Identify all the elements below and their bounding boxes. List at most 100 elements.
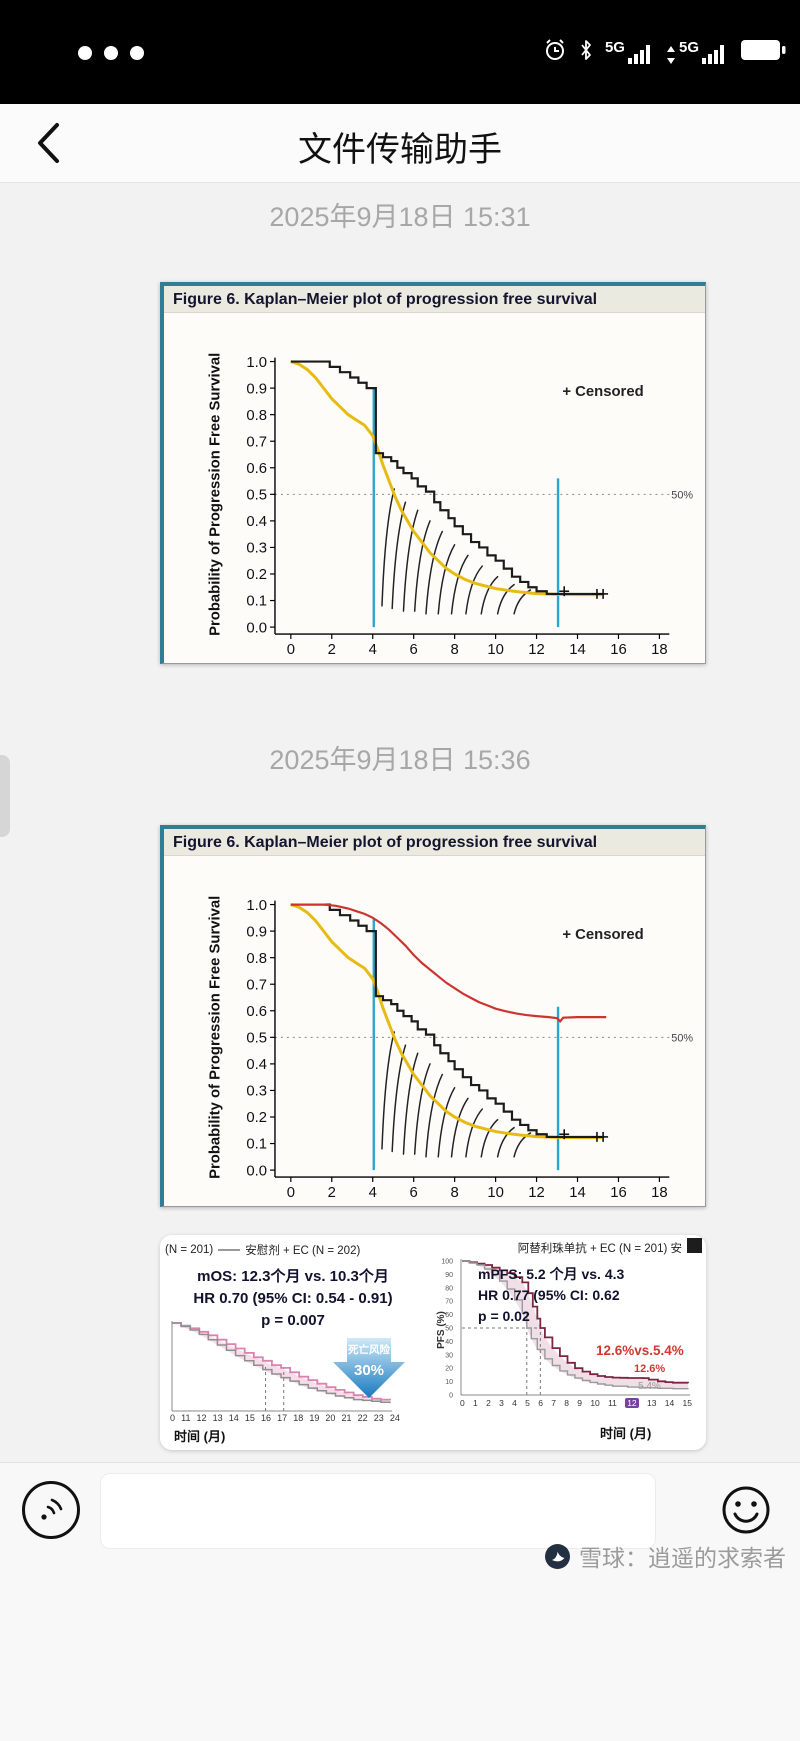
svg-text:0.3: 0.3 <box>246 541 267 557</box>
svg-text:50%: 50% <box>671 489 693 501</box>
svg-text:10: 10 <box>487 642 504 658</box>
svg-text:0.0: 0.0 <box>246 1163 267 1179</box>
timestamp: 2025年9月18日 15:36 <box>269 744 531 775</box>
svg-text:40: 40 <box>445 1338 453 1345</box>
pfs-x-ticks: 0 1 2 3 4 5 6 7 8 9 10 11 12 13 14 15 <box>460 1397 692 1408</box>
svg-text:2: 2 <box>328 1185 336 1201</box>
os-legend-arm: 安慰剂 + EC (N = 202) <box>245 1244 361 1257</box>
svg-text:0: 0 <box>287 1185 295 1201</box>
svg-text:8: 8 <box>451 642 459 658</box>
watermark: 雪球：逍遥的求索者 <box>544 1539 786 1573</box>
status-bar: 5G 5G <box>0 0 800 104</box>
svg-text:0.1: 0.1 <box>246 1137 267 1153</box>
edge-float-handle[interactable] <box>0 755 10 837</box>
os-median: mOS: 12.3个月 vs. 10.3个月 <box>197 1267 389 1285</box>
watermark-text: 雪球：逍遥的求索者 <box>579 1545 786 1571</box>
svg-text:0: 0 <box>449 1392 453 1399</box>
svg-text:Probability of Progression Fre: Probability of Progression Free Survival <box>207 895 223 1178</box>
os-x-ticks: 0 11 12 13 14 15 16 17 18 19 20 21 22 23 24 <box>170 1412 400 1423</box>
svg-text:0.6: 0.6 <box>246 1004 267 1020</box>
svg-text:0.7: 0.7 <box>246 434 267 450</box>
svg-text:0.2: 0.2 <box>246 567 267 583</box>
figure-title: Figure 6. Kaplan–Meier plot of progressi… <box>164 286 705 313</box>
pfs-legend-header: 阿替利珠单抗 + EC (N = 201) 安 <box>517 1242 682 1255</box>
svg-text:30: 30 <box>445 1352 453 1359</box>
svg-text:0.4: 0.4 <box>246 1057 267 1073</box>
svg-text:1.0: 1.0 <box>246 898 267 914</box>
svg-text:+ Censored: + Censored <box>562 927 643 943</box>
svg-text:0.7: 0.7 <box>246 977 267 993</box>
network-type-label: 5G <box>604 39 625 56</box>
svg-text:+ Censored: + Censored <box>562 384 643 400</box>
pfs-median: mPFS: 5.2 个月 vs. 4.3 <box>478 1265 625 1282</box>
xueqiu-logo-icon <box>545 1543 570 1569</box>
chart-image-os-pfs[interactable]: PFS (%) 100 90 80 70 60 50 40 30 20 10 0 (N = 201)… <box>160 1234 706 1450</box>
signal-5g-icon: 5G <box>605 40 654 64</box>
svg-text:6: 6 <box>410 1185 418 1201</box>
svg-text:8: 8 <box>451 1185 459 1201</box>
svg-text:10: 10 <box>445 1379 453 1386</box>
svg-text:14: 14 <box>569 642 586 658</box>
svg-text:1.0: 1.0 <box>246 355 267 371</box>
os-hazard-ratio: HR 0.70 (95% CI: 0.54 - 0.91) <box>193 1289 393 1307</box>
svg-text:12: 12 <box>528 642 545 658</box>
svg-text:10: 10 <box>487 1185 504 1201</box>
voice-input-button[interactable] <box>22 1481 80 1539</box>
svg-text:0.8: 0.8 <box>246 951 267 967</box>
pfs-p-value: p = 0.02 <box>478 1307 530 1324</box>
voice-wave-icon <box>41 1498 63 1520</box>
pfs-stats: mPFS: 5.2 个月 vs. 4.3 HR 0.77 (95% CI: 0.… <box>478 1264 624 1327</box>
svg-text:70: 70 <box>445 1298 453 1305</box>
back-button[interactable] <box>26 121 70 167</box>
chart-image-km-2[interactable]: Figure 6. Kaplan–Meier plot of progressi… <box>160 824 706 1207</box>
chart-image-km-1[interactable]: Figure 6. Kaplan–Meier plot of progressi… <box>160 282 706 664</box>
svg-text:4: 4 <box>369 642 377 658</box>
svg-text:80: 80 <box>445 1285 453 1292</box>
signal-5g-icon-2: 5G <box>666 40 728 64</box>
emoji-button[interactable] <box>720 1484 772 1536</box>
km-chart-svg-1: 50% 0.0 0.1 0.2 0.3 0.4 0.5 0.6 0.7 0.8 0.9 1.0 0 2 4 6… <box>164 313 705 663</box>
death-risk-arrow: 死亡风险 30% <box>330 1336 408 1405</box>
svg-text:16: 16 <box>610 642 627 658</box>
svg-text:90: 90 <box>445 1271 453 1278</box>
svg-text:0.5: 0.5 <box>246 1030 267 1046</box>
svg-text:0.1: 0.1 <box>246 594 267 610</box>
smiley-icon <box>722 1486 770 1534</box>
os-mini-chart-svg <box>171 1320 392 1412</box>
svg-text:60: 60 <box>445 1312 453 1319</box>
page-title: 文件传输助手 <box>298 131 502 169</box>
pfs-rate-high: 12.6% <box>634 1362 666 1375</box>
svg-text:20: 20 <box>445 1365 453 1372</box>
svg-text:0.9: 0.9 <box>246 381 267 397</box>
more-options-dots <box>78 46 144 60</box>
legend-swatch <box>687 1237 702 1253</box>
svg-text:0.3: 0.3 <box>246 1083 267 1099</box>
death-risk-value: 30% <box>354 1362 384 1379</box>
svg-text:0.4: 0.4 <box>246 514 267 530</box>
pfs-rate-comparison: 12.6%vs.5.4% <box>596 1342 684 1358</box>
svg-text:4: 4 <box>369 1185 377 1201</box>
os-stats: mOS: 12.3个月 vs. 10.3个月 HR 0.70 (95% CI: … <box>174 1266 412 1332</box>
svg-text:6: 6 <box>410 642 418 658</box>
svg-text:18: 18 <box>651 642 668 658</box>
message-input[interactable] <box>100 1473 656 1549</box>
svg-text:0.6: 0.6 <box>246 461 267 477</box>
alarm-clock-icon <box>543 38 567 67</box>
svg-text:0.8: 0.8 <box>246 408 267 424</box>
svg-text:0.0: 0.0 <box>246 620 267 636</box>
death-risk-label: 死亡风险 <box>347 1343 390 1356</box>
os-p-value: p = 0.007 <box>261 1311 325 1329</box>
km-chart-svg-2: 50% 0.0 0.1 0.2 0.3 0.4 0.5 0.6 0.7 0.8 0.9 1.0 0 2 4 6… <box>164 855 705 1206</box>
svg-text:100: 100 <box>441 1258 453 1265</box>
chat-area: 2025年9月18日 15:31 Figure 6. Kaplan–Meier … <box>0 183 800 1462</box>
os-legend-n: (N = 201) <box>165 1243 214 1256</box>
pfs-hazard-ratio: HR 0.77 (95% CI: 0.62 <box>478 1286 620 1303</box>
nav-bar: 文件传输助手 <box>0 104 800 183</box>
input-bar: 雪球：逍遥的求索者 <box>0 1462 800 1741</box>
svg-text:16: 16 <box>610 1185 627 1201</box>
svg-text:0.9: 0.9 <box>246 924 267 940</box>
svg-text:18: 18 <box>651 1185 668 1201</box>
pfs-x-axis-label: 时间 (月) <box>600 1425 652 1441</box>
